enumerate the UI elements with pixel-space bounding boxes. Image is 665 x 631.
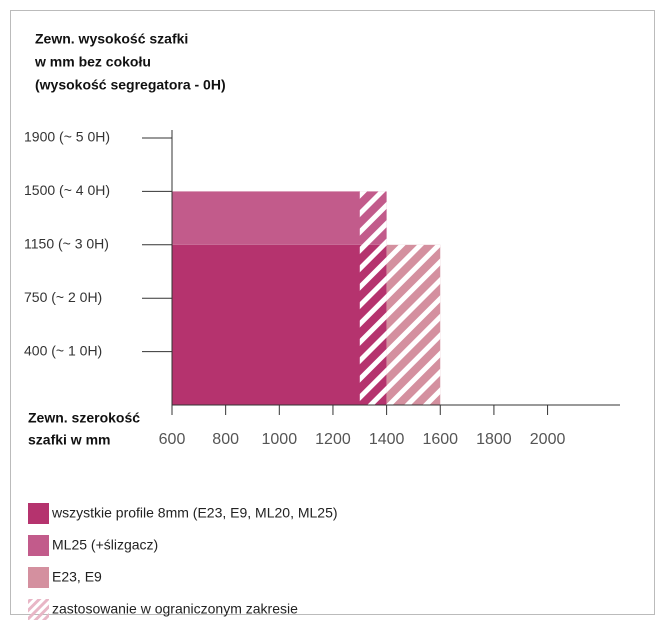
legend-swatch [28,599,49,620]
y-tick-label: 400 (~ 1 0H) [24,342,102,358]
title-line: Zewn. wysokość szafki [35,31,188,47]
x-axis-title: Zewn. szerokość [28,410,140,426]
x-tick-label: 800 [212,431,239,448]
y-tick-label: 1900 (~ 5 0H) [24,129,110,145]
x-tick-label: 1400 [369,431,405,448]
x-tick-label: 600 [159,431,186,448]
y-tick-label: 1500 (~ 4 0H) [24,182,110,198]
x-tick-label: 1600 [422,431,458,448]
region [172,191,387,245]
x-axis-title: szafki w mm [28,432,110,448]
frame [10,10,655,615]
x-tick-label: 2000 [530,431,566,448]
legend-label: ML25 (+ślizgacz) [52,537,158,553]
y-tick-label: 1150 (~ 3 0H) [24,236,109,252]
legend-label: wszystkie profile 8mm (E23, E9, ML20, ML… [51,505,338,521]
legend-swatch [28,503,49,524]
title-line: (wysokość segregatora - 0H) [35,77,226,93]
hatch-region [386,244,441,405]
x-tick-label: 1200 [315,431,351,448]
region [172,244,387,405]
x-tick-label: 1000 [262,431,298,448]
legend-swatch [28,567,49,588]
y-tick-label: 750 (~ 2 0H) [24,289,102,305]
hatch-region [359,191,387,405]
legend-label: zastosowanie w ograniczonym zakresie [52,601,298,617]
legend-swatch [28,535,49,556]
legend-label: E23, E9 [52,569,102,585]
x-tick-label: 1800 [476,431,512,448]
title-line: w mm bez cokołu [34,54,151,70]
